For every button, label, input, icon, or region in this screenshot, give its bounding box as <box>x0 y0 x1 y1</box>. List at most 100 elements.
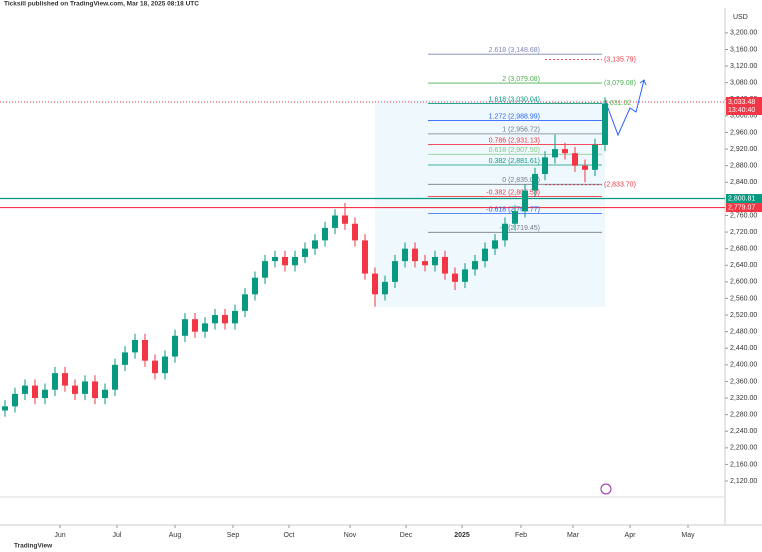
x-tick-label: Nov <box>344 532 357 539</box>
candle-body <box>212 315 218 324</box>
candle-body <box>392 261 398 282</box>
candle-body <box>112 364 118 390</box>
candle-body <box>342 215 348 224</box>
y-tick-label: 3,120.00 <box>730 63 757 70</box>
candle-body <box>282 256 288 266</box>
countdown-label: 13:40:40 <box>728 107 755 114</box>
y-tick-label: 2,600.00 <box>730 279 757 286</box>
candle-body <box>522 190 528 212</box>
candle-body <box>262 261 268 278</box>
fib-label: 0 (2,835.09) <box>502 177 540 184</box>
candle-body <box>82 381 88 394</box>
y-tick-label: 2,480.00 <box>730 328 757 335</box>
candle-body <box>222 315 228 324</box>
y-tick-label: 2,840.00 <box>730 179 757 186</box>
y-tick-label: 2,960.00 <box>730 129 757 136</box>
candle-body <box>172 335 178 357</box>
y-tick-label: 2,320.00 <box>730 395 757 402</box>
candle-body <box>132 339 138 353</box>
fib-label: -1 (2,719.45) <box>500 225 540 232</box>
y-tick-label: 2,640.00 <box>730 262 757 269</box>
candle-body <box>412 248 418 262</box>
candle-body <box>292 256 298 266</box>
x-tick-label: Feb <box>515 532 527 539</box>
x-tick-label: Mar <box>567 532 580 539</box>
y-tick-label: 2,440.00 <box>730 345 757 352</box>
price-badge <box>726 203 762 213</box>
fib-label: 1.618 (3,030.04) <box>489 96 540 103</box>
candle-body <box>572 153 578 166</box>
candle-body <box>452 273 458 282</box>
event-icon <box>600 483 612 495</box>
y-tick-label: 2,360.00 <box>730 378 757 385</box>
fib-label: 0.786 (2,931.13) <box>489 137 540 144</box>
y-tick-label: 2,680.00 <box>730 246 757 253</box>
x-tick-label: 2025 <box>454 532 470 539</box>
fib-label: 0.382 (2,881.61) <box>489 158 540 165</box>
candle-body <box>382 281 388 295</box>
target-label: (3,135.79) <box>604 56 636 63</box>
y-tick-label: 2,240.00 <box>730 428 757 435</box>
candle-body <box>202 323 208 332</box>
x-tick-label: Aug <box>169 532 182 539</box>
x-tick-label: Dec <box>400 532 413 539</box>
candle-body <box>532 173 538 191</box>
candle-body <box>602 103 608 145</box>
y-tick-label: 2,160.00 <box>730 461 757 468</box>
candle-body <box>322 227 328 241</box>
fib-label: 1.272 (2,988.99) <box>489 113 540 120</box>
candle-body <box>52 373 58 390</box>
y-tick-label: 2,760.00 <box>730 212 757 219</box>
fib-label: 2 (3,079.08) <box>502 76 540 83</box>
candle-body <box>562 149 568 154</box>
candle-body <box>512 211 518 224</box>
candle-body <box>542 157 548 174</box>
candle-body <box>442 256 448 274</box>
candle-body <box>552 149 558 158</box>
y-tick-label: 2,520.00 <box>730 312 757 319</box>
projection-arrow <box>604 79 647 137</box>
candle-body <box>242 294 248 311</box>
y-tick-label: 2,400.00 <box>730 362 757 369</box>
target-label: 3,031.02 <box>604 100 631 107</box>
fib-label: 2.618 (3,148.68) <box>489 47 540 54</box>
candle-body <box>302 248 308 257</box>
candle-body <box>32 385 38 399</box>
y-tick-label: 2,920.00 <box>730 146 757 153</box>
candle-body <box>22 385 28 394</box>
fib-label: -0.618 (2,764.77) <box>486 206 540 213</box>
y-tick-label: 3,000.00 <box>730 113 757 120</box>
y-tick-label: 3,080.00 <box>730 80 757 87</box>
fib-label: 0.618 (2,907.50) <box>489 147 540 154</box>
x-tick-label: Oct <box>284 532 295 539</box>
last-price-badge <box>726 96 762 115</box>
candle-body <box>462 269 468 282</box>
candle-body <box>472 261 478 270</box>
fib-label: 1 (2,956.72) <box>502 127 540 134</box>
candle-body <box>432 256 438 266</box>
x-tick-label: May <box>681 532 695 539</box>
candle-body <box>42 389 48 399</box>
target-label: (2,833.70) <box>604 182 636 189</box>
candle-body <box>192 319 198 332</box>
candle-body <box>272 256 278 262</box>
y-tick-label: 2,120.00 <box>730 478 757 485</box>
fib-zone <box>375 100 605 307</box>
x-tick-label: Jun <box>54 532 65 539</box>
x-tick-label: Sep <box>227 532 240 539</box>
candle-body <box>122 352 128 365</box>
candle-body <box>102 389 108 399</box>
candle-body <box>502 223 508 241</box>
candle-body <box>72 385 78 394</box>
y-tick-label: 2,720.00 <box>730 229 757 236</box>
candle-body <box>2 406 8 411</box>
target-label: (3,079.08) <box>604 80 636 87</box>
candle-body <box>362 240 368 274</box>
candle-body <box>92 381 98 399</box>
y-tick-label: 3,160.00 <box>730 46 757 53</box>
y-tick-label: 2,280.00 <box>730 411 757 418</box>
y-tick-label: 2,560.00 <box>730 295 757 302</box>
candle-body <box>232 310 238 324</box>
candle-body <box>372 273 378 295</box>
